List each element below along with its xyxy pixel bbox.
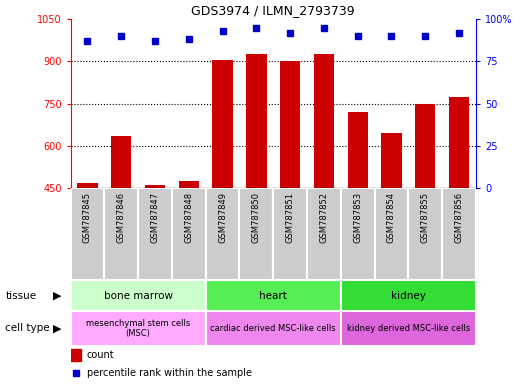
Text: kidney derived MSC-like cells: kidney derived MSC-like cells [347,324,470,333]
Text: GSM787852: GSM787852 [320,192,328,243]
Bar [206,280,341,311]
Text: GSM787846: GSM787846 [117,192,126,243]
Text: ▶: ▶ [53,323,62,333]
Text: GSM787850: GSM787850 [252,192,261,243]
Bar [71,349,81,361]
Bar [374,188,408,280]
Text: heart: heart [259,291,287,301]
Title: GDS3974 / ILMN_2793739: GDS3974 / ILMN_2793739 [191,3,355,17]
Bar [138,188,172,280]
Bar [111,136,131,188]
Bar [212,60,233,188]
Bar [348,112,368,188]
Bar [341,311,476,346]
Bar [415,104,435,188]
Bar [408,188,442,280]
Text: kidney: kidney [391,291,426,301]
Bar [105,188,138,280]
Bar [442,188,476,280]
Bar [145,185,165,188]
Bar [314,55,334,188]
Text: GSM787848: GSM787848 [184,192,194,243]
Text: mesenchymal stem cells
(MSC): mesenchymal stem cells (MSC) [86,319,190,338]
Bar [206,188,240,280]
Text: GSM787851: GSM787851 [286,192,294,243]
Text: GSM787845: GSM787845 [83,192,92,243]
Bar [77,182,98,188]
Text: cardiac derived MSC-like cells: cardiac derived MSC-like cells [210,324,336,333]
Text: percentile rank within the sample: percentile rank within the sample [87,368,252,378]
Bar [71,311,206,346]
Text: ▶: ▶ [53,291,62,301]
Bar [449,97,469,188]
Text: tissue: tissue [5,291,37,301]
Bar [381,133,402,188]
Bar [246,55,267,188]
Bar [273,188,307,280]
Text: GSM787849: GSM787849 [218,192,227,243]
Bar [341,280,476,311]
Text: bone marrow: bone marrow [104,291,173,301]
Bar [71,280,206,311]
Text: cell type: cell type [5,323,50,333]
Bar [172,188,206,280]
Bar [341,188,374,280]
Text: GSM787855: GSM787855 [421,192,430,243]
Bar [240,188,273,280]
Text: GSM787856: GSM787856 [454,192,463,243]
Bar [206,311,341,346]
Text: GSM787847: GSM787847 [151,192,160,243]
Bar [71,188,105,280]
Bar [307,188,341,280]
Text: GSM787854: GSM787854 [387,192,396,243]
Text: count: count [87,350,115,360]
Bar [179,181,199,188]
Bar [280,61,300,188]
Text: GSM787853: GSM787853 [353,192,362,243]
